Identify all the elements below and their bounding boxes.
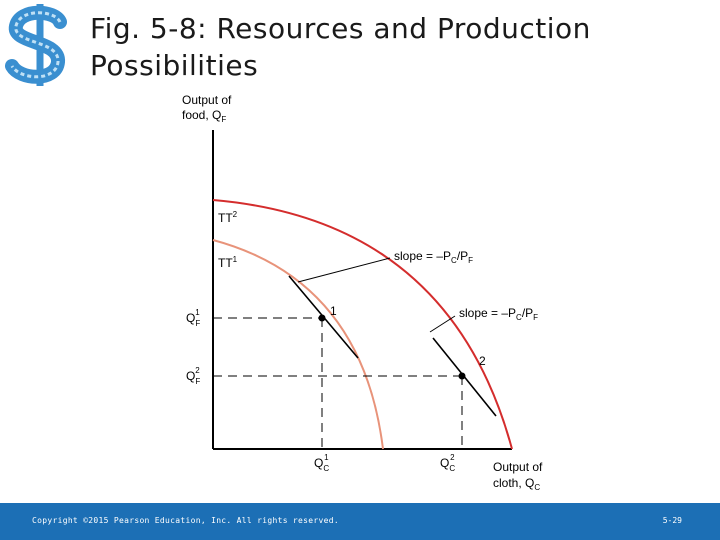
slide-title-line-1: Fig. 5-8: Resources and Production xyxy=(90,12,591,45)
slide-title: Fig. 5-8: Resources and Production Possi… xyxy=(90,10,710,84)
qf2-label: QF2 xyxy=(186,366,200,386)
slope-label-upper: slope = –PC/PF xyxy=(394,249,473,265)
y-axis-label-line-1: Output of xyxy=(182,93,232,107)
slide-title-line-2: Possibilities xyxy=(90,49,259,82)
qc2-label: QC2 xyxy=(440,453,455,473)
slope-leader-lower xyxy=(429,315,456,333)
curve-tt1 xyxy=(212,239,384,450)
slope-leader-upper xyxy=(297,257,391,283)
point-1-label: 1 xyxy=(330,304,337,318)
curve-tt2-label: TT2 xyxy=(218,210,238,225)
dollar-sign-logo xyxy=(0,0,72,90)
qc1-label: QC1 xyxy=(314,453,329,473)
slide-number: 5-29 xyxy=(662,516,682,525)
curve-tt1-label: TT1 xyxy=(218,255,238,270)
point-2-label: 2 xyxy=(479,354,486,368)
curve-tt2 xyxy=(212,199,513,450)
production-possibilities-diagram: Output of food, QF Output of cloth, QC T… xyxy=(182,93,543,492)
point-2-marker xyxy=(458,372,466,380)
x-axis-label-line-1: Output of xyxy=(493,460,543,474)
copyright-text: Copyright ©2015 Pearson Education, Inc. … xyxy=(32,516,339,525)
qf1-label: QF1 xyxy=(186,308,200,328)
footer-bar: Copyright ©2015 Pearson Education, Inc. … xyxy=(0,503,720,540)
x-axis-label-line-2: cloth, QC xyxy=(493,476,540,492)
point-1-marker xyxy=(318,314,326,322)
x-axis-label-sub: C xyxy=(534,483,540,492)
dollar-sign-icon xyxy=(0,0,72,90)
y-axis-label-line-2: food, QF xyxy=(182,108,226,124)
slope-label-lower: slope = –PC/PF xyxy=(459,306,538,322)
y-axis-label-sub: F xyxy=(221,115,226,124)
